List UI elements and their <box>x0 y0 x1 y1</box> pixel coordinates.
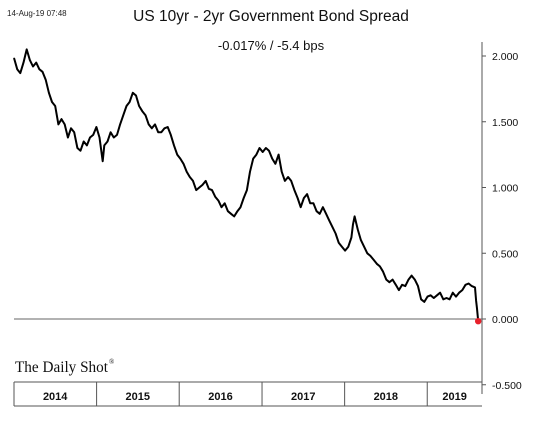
series-line <box>13 48 480 323</box>
watermark-registered-mark: ® <box>109 358 115 366</box>
y-axis: 2.000 1.500 1.000 0.500 0.000 -0.500 <box>482 51 522 392</box>
y-tick-label: 0.000 <box>492 314 518 326</box>
y-tick-label: -0.500 <box>492 380 522 392</box>
y-tick-label: 1.500 <box>492 117 518 129</box>
watermark: The Daily Shot ® <box>15 358 115 376</box>
x-tick-label-2017: 2017 <box>291 391 315 403</box>
x-tick-label-2018: 2018 <box>374 391 398 403</box>
chart-subtitle: -0.017% / -5.4 bps <box>218 38 325 53</box>
chart-title: US 10yr - 2yr Government Bond Spread <box>133 8 409 25</box>
y-tick-label: 0.500 <box>492 248 518 260</box>
x-tick-label-2014: 2014 <box>43 391 68 403</box>
watermark-text: The Daily Shot <box>15 359 109 376</box>
x-tick-label-2016: 2016 <box>208 391 232 403</box>
x-tick-label-2019: 2019 <box>442 391 466 403</box>
y-tick-label: 2.000 <box>492 51 518 63</box>
last-point-marker <box>475 318 482 325</box>
y-tick-label: 1.000 <box>492 183 518 195</box>
x-tick-label-2015: 2015 <box>126 391 150 403</box>
timestamp: 14-Aug-19 07:48 <box>7 9 67 18</box>
x-axis: 2014 2015 2016 2017 2018 2019 <box>13 381 482 407</box>
